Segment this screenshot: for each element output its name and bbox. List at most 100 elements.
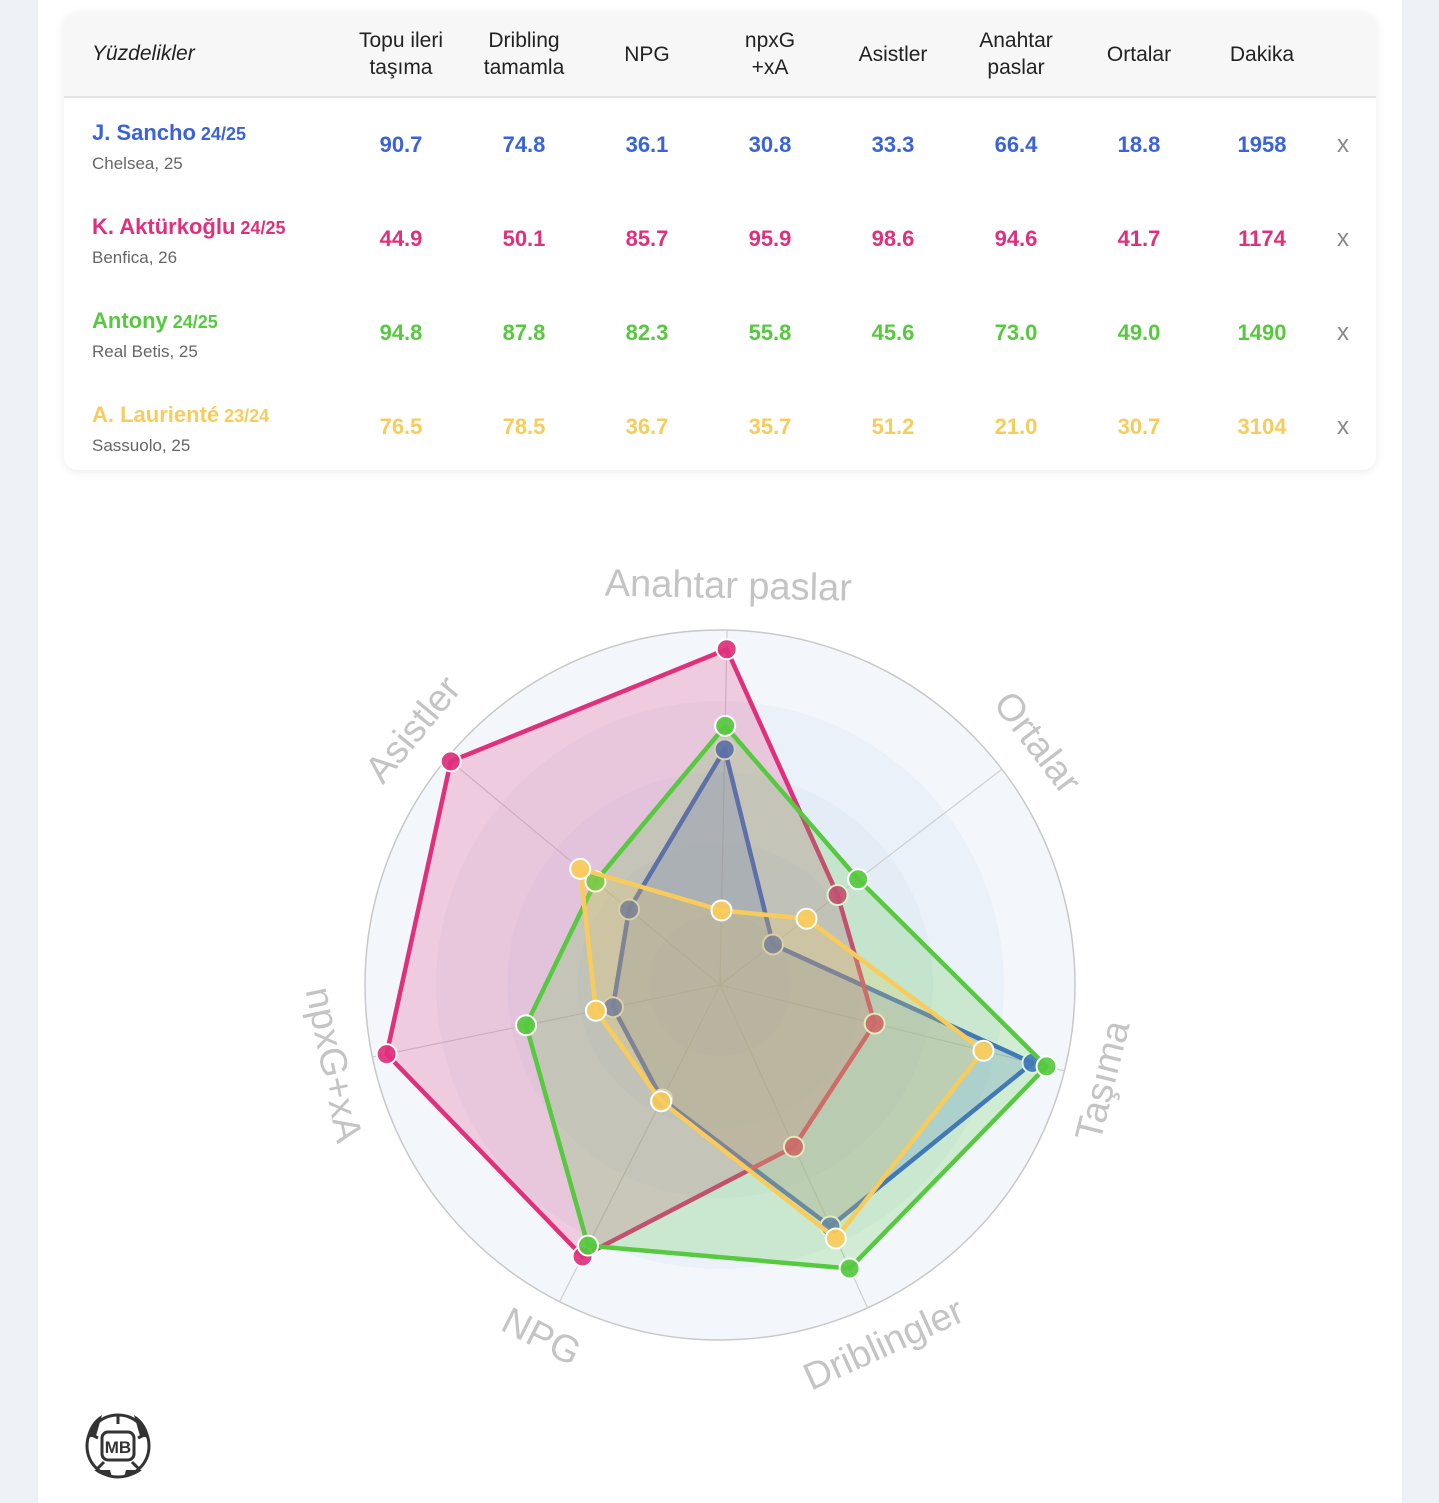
table-cell: 55.8 [748,320,792,345]
radar-point [713,738,736,761]
radar-point [715,638,738,661]
column-header[interactable]: Dribling tamamla [464,12,584,96]
radar-point [824,1227,847,1250]
column-header-line1: Topu ileri [358,29,444,52]
table-cell: 1174 [1238,226,1286,251]
radar-point [710,899,733,922]
player-club: Chelsea, 25 [92,154,183,173]
radar-spoke [719,630,728,986]
player-club: Benfica, 26 [92,248,178,267]
table-cell: 85.7 [625,226,669,251]
radar-point [826,884,849,907]
table-cell: 44.9 [379,226,423,251]
column-header[interactable]: Asistler [833,12,953,96]
column-header-line1: Ortalar [1106,42,1172,66]
table-row: J. Sancho 24/25 Chelsea, 25 90.7 74.8 36.1 30.… [64,98,1376,194]
player-name: J. Sancho [92,120,196,145]
radar-point [650,1090,673,1113]
table-cell: 33.3 [871,132,915,157]
radar-point [838,1257,861,1280]
radar-spoke [719,984,1065,1072]
remove-player-button[interactable]: x [1337,319,1349,346]
radar-spoke [372,984,721,1058]
radar-point [972,1039,995,1062]
radar-point [1035,1055,1058,1078]
player-club: Real Betis, 25 [92,342,198,361]
radar-point [584,999,607,1022]
remove-player-button[interactable]: x [1337,225,1349,252]
table-cell: 45.6 [871,320,915,345]
table-cell: 35.7 [748,414,792,439]
table-cell: 49.0 [1117,320,1161,345]
column-header[interactable]: Ortalar [1079,12,1199,96]
player-name-line[interactable]: J. Sancho 24/25 [92,120,246,146]
radar-axis-label: Taşıma [1068,1016,1139,1146]
player-club: Sassuolo, 25 [92,436,191,455]
column-header[interactable]: Topu ileri taşıma [341,12,461,96]
table-cell: 1958 [1237,132,1287,157]
table-cell: 73.0 [994,320,1038,345]
player-name-line[interactable]: K. Aktürkoğlu 24/25 [92,214,285,240]
column-header[interactable]: Anahtar paslar [956,12,1076,96]
page: Yüzdelikler Topu ileri taşıma Dribling tama… [38,0,1402,1503]
column-header-line2: tamamla [483,56,565,79]
radar-axis-label: npxG+xA [297,984,370,1147]
radar-point [863,1012,886,1035]
column-header[interactable]: npxG +xA [710,12,830,96]
radar-axis-label: Anahtar paslar [604,563,852,610]
radar-point [714,714,737,737]
table-row: A. Laurienté 23/24 Sassuolo, 25 76.5 78.5 36.… [64,380,1376,470]
remove-player-button[interactable]: x [1337,131,1349,158]
table-cell: 94.8 [379,320,423,345]
column-header-line1: Dribling [488,29,560,52]
radar-point [762,933,785,956]
table-cell: 21.0 [994,414,1038,439]
player-name: Antony [92,308,168,333]
mb-logo: MB [85,1413,151,1479]
column-header-line1: npxG [744,29,796,52]
radar-area [384,646,877,1259]
radar-area [577,866,986,1241]
column-header-line2: +xA [751,56,789,79]
column-header[interactable]: Dakika [1202,12,1322,96]
table-cell: 66.4 [994,132,1038,157]
logo-text: MB [105,1438,131,1457]
table-cell: 36.1 [625,132,669,157]
table-cell: 95.9 [748,226,792,251]
table-cell: 82.3 [625,320,669,345]
player-season: 23/24 [224,406,270,426]
radar-point [569,857,592,880]
table-cell: 36.7 [625,414,669,439]
table-row: Antony 24/25 Real Betis, 25 94.8 87.8 82.3 55.… [64,286,1376,382]
player-name-line[interactable]: A. Laurienté 23/24 [92,402,269,428]
table-cell: 74.8 [502,132,546,157]
table-cell: 76.5 [379,414,423,439]
header-percentiles: Yüzdelikler [92,42,195,65]
column-header-line2: taşıma [369,56,433,79]
column-header-line1: Anahtar [979,29,1053,52]
radar-point [795,907,818,930]
table-cell: 94.6 [994,226,1038,251]
table-header: Yüzdelikler Topu ileri taşıma Dribling tama… [64,12,1376,98]
table-cell: 41.7 [1117,226,1161,251]
column-header[interactable]: NPG [587,12,707,96]
table-cell: 50.1 [502,226,546,251]
table-cell: 3104 [1237,414,1287,439]
radar-series [569,857,995,1250]
player-name-line[interactable]: Antony 24/25 [92,308,218,334]
radar-chart: Anahtar paslarOrtalarTaşımaDriblinglerNP… [297,563,1139,1399]
radar-axis-label: NPG [495,1300,587,1375]
remove-player-button[interactable]: x [1337,413,1349,440]
player-season: 24/25 [172,312,218,332]
radar-area [610,747,1035,1229]
table-cell: 30.7 [1117,414,1161,439]
column-header-line1: Asistler [858,42,928,66]
table-cell: 90.7 [379,132,423,157]
table-cell: 30.8 [748,132,792,157]
table-row: K. Aktürkoğlu 24/25 Benfica, 26 44.9 50.1 85.… [64,192,1376,288]
percentile-table: Yüzdelikler Topu ileri taşıma Dribling tama… [64,12,1376,470]
table-cell: 1490 [1237,320,1287,345]
radar-point [782,1135,805,1158]
table-cell: 51.2 [871,414,915,439]
radar-point [375,1043,398,1066]
